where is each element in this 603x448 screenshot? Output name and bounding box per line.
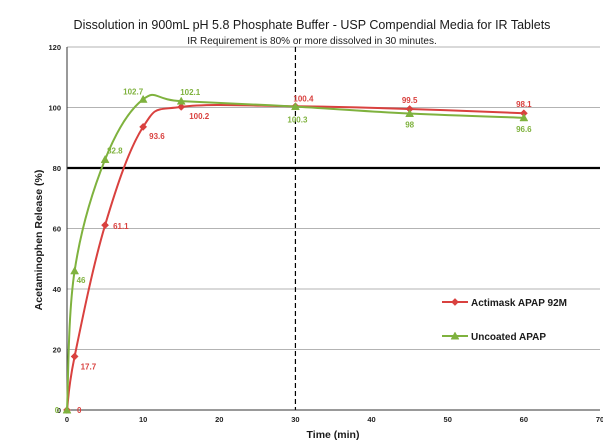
series-group [62,93,529,414]
data-point-actimask-apap-92m-15 [177,102,186,111]
data-point-uncoated-apap-1 [70,266,80,275]
legend-label-uncoated-apap: Uncoated APAP [471,332,546,343]
x-axis-title: Time (min) [307,429,360,441]
data-label-actimask-apap-92m-0: 0 [77,406,82,415]
y-tick-label-20: 20 [53,346,61,355]
data-point-uncoated-apap-30 [291,102,300,111]
data-label-uncoated-apap-60: 96.6 [516,125,532,134]
data-label-actimask-apap-92m-45: 99.5 [402,96,418,105]
legend-marker-uncoated-apap [450,331,460,340]
data-label-uncoated-apap-30: 100.3 [287,116,308,125]
chart-title: Dissolution in 900mL pH 5.8 Phosphate Bu… [74,18,551,32]
x-tick-label-0: 0 [65,415,69,424]
data-point-uncoated-apap-0 [62,405,72,414]
x-tick-label-40: 40 [367,415,375,424]
y-tick-label-60: 60 [53,225,61,234]
x-tick-label-70: 70 [596,415,603,424]
x-tick-label-60: 60 [520,415,528,424]
data-label-actimask-apap-92m-5: 61.1 [113,222,129,231]
legend-marker-actimask-apap-92m [451,298,459,306]
axes: 0 20 40 60 80 100 120 0 10 20 30 40 50 60 70 [48,43,603,424]
data-point-uncoated-apap-10 [138,94,148,103]
data-label-uncoated-apap-0: 0 [55,406,60,415]
y-axis-title: Acetaminophen Release (%) [33,170,45,311]
data-point-actimask-apap-92m-1 [70,352,79,361]
x-tick-label-50: 50 [444,415,452,424]
data-point-actimask-apap-92m-10 [139,122,148,131]
data-label-actimask-apap-92m-10: 93.6 [149,132,165,141]
chart-subtitle: IR Requirement is 80% or more dissolved … [187,36,437,47]
data-label-uncoated-apap-45: 98 [405,121,414,130]
data-point-uncoated-apap-5 [100,155,110,163]
data-point-uncoated-apap-15 [176,96,186,105]
data-label-uncoated-apap-10: 102.7 [123,87,144,96]
y-tick-label-0: 0 [57,406,61,415]
data-label-uncoated-apap-1: 46 [77,276,86,285]
data-point-uncoated-apap-45 [405,109,415,117]
x-tick-label-20: 20 [215,415,223,424]
legend-label-actimask-apap-92m: Actimask APAP 92M [471,298,567,309]
y-tick-label-80: 80 [53,164,61,173]
data-label-actimask-apap-92m-30: 100.4 [293,94,314,103]
data-label-actimask-apap-92m-15: 100.2 [189,112,210,121]
y-tick-label-100: 100 [48,104,61,113]
data-label-actimask-apap-92m-1: 17.7 [81,362,97,371]
data-labels: 0 17.7 61.1 93.6 100.2 100.4 99.5 98.1 0 46 82.8 10… [55,87,532,415]
y-tick-label-120: 120 [48,43,61,52]
data-label-actimask-apap-92m-60: 98.1 [516,100,532,109]
y-tick-label-40: 40 [53,285,61,294]
data-label-uncoated-apap-15: 102.1 [180,88,201,97]
data-point-actimask-apap-92m-5 [101,221,110,230]
x-tick-label-30: 30 [291,415,299,424]
data-label-uncoated-apap-5: 82.8 [107,147,123,156]
data-point-uncoated-apap-60 [519,113,529,122]
x-tick-label-10: 10 [139,415,147,424]
legend: Actimask APAP 92M Uncoated APAP [442,298,567,343]
